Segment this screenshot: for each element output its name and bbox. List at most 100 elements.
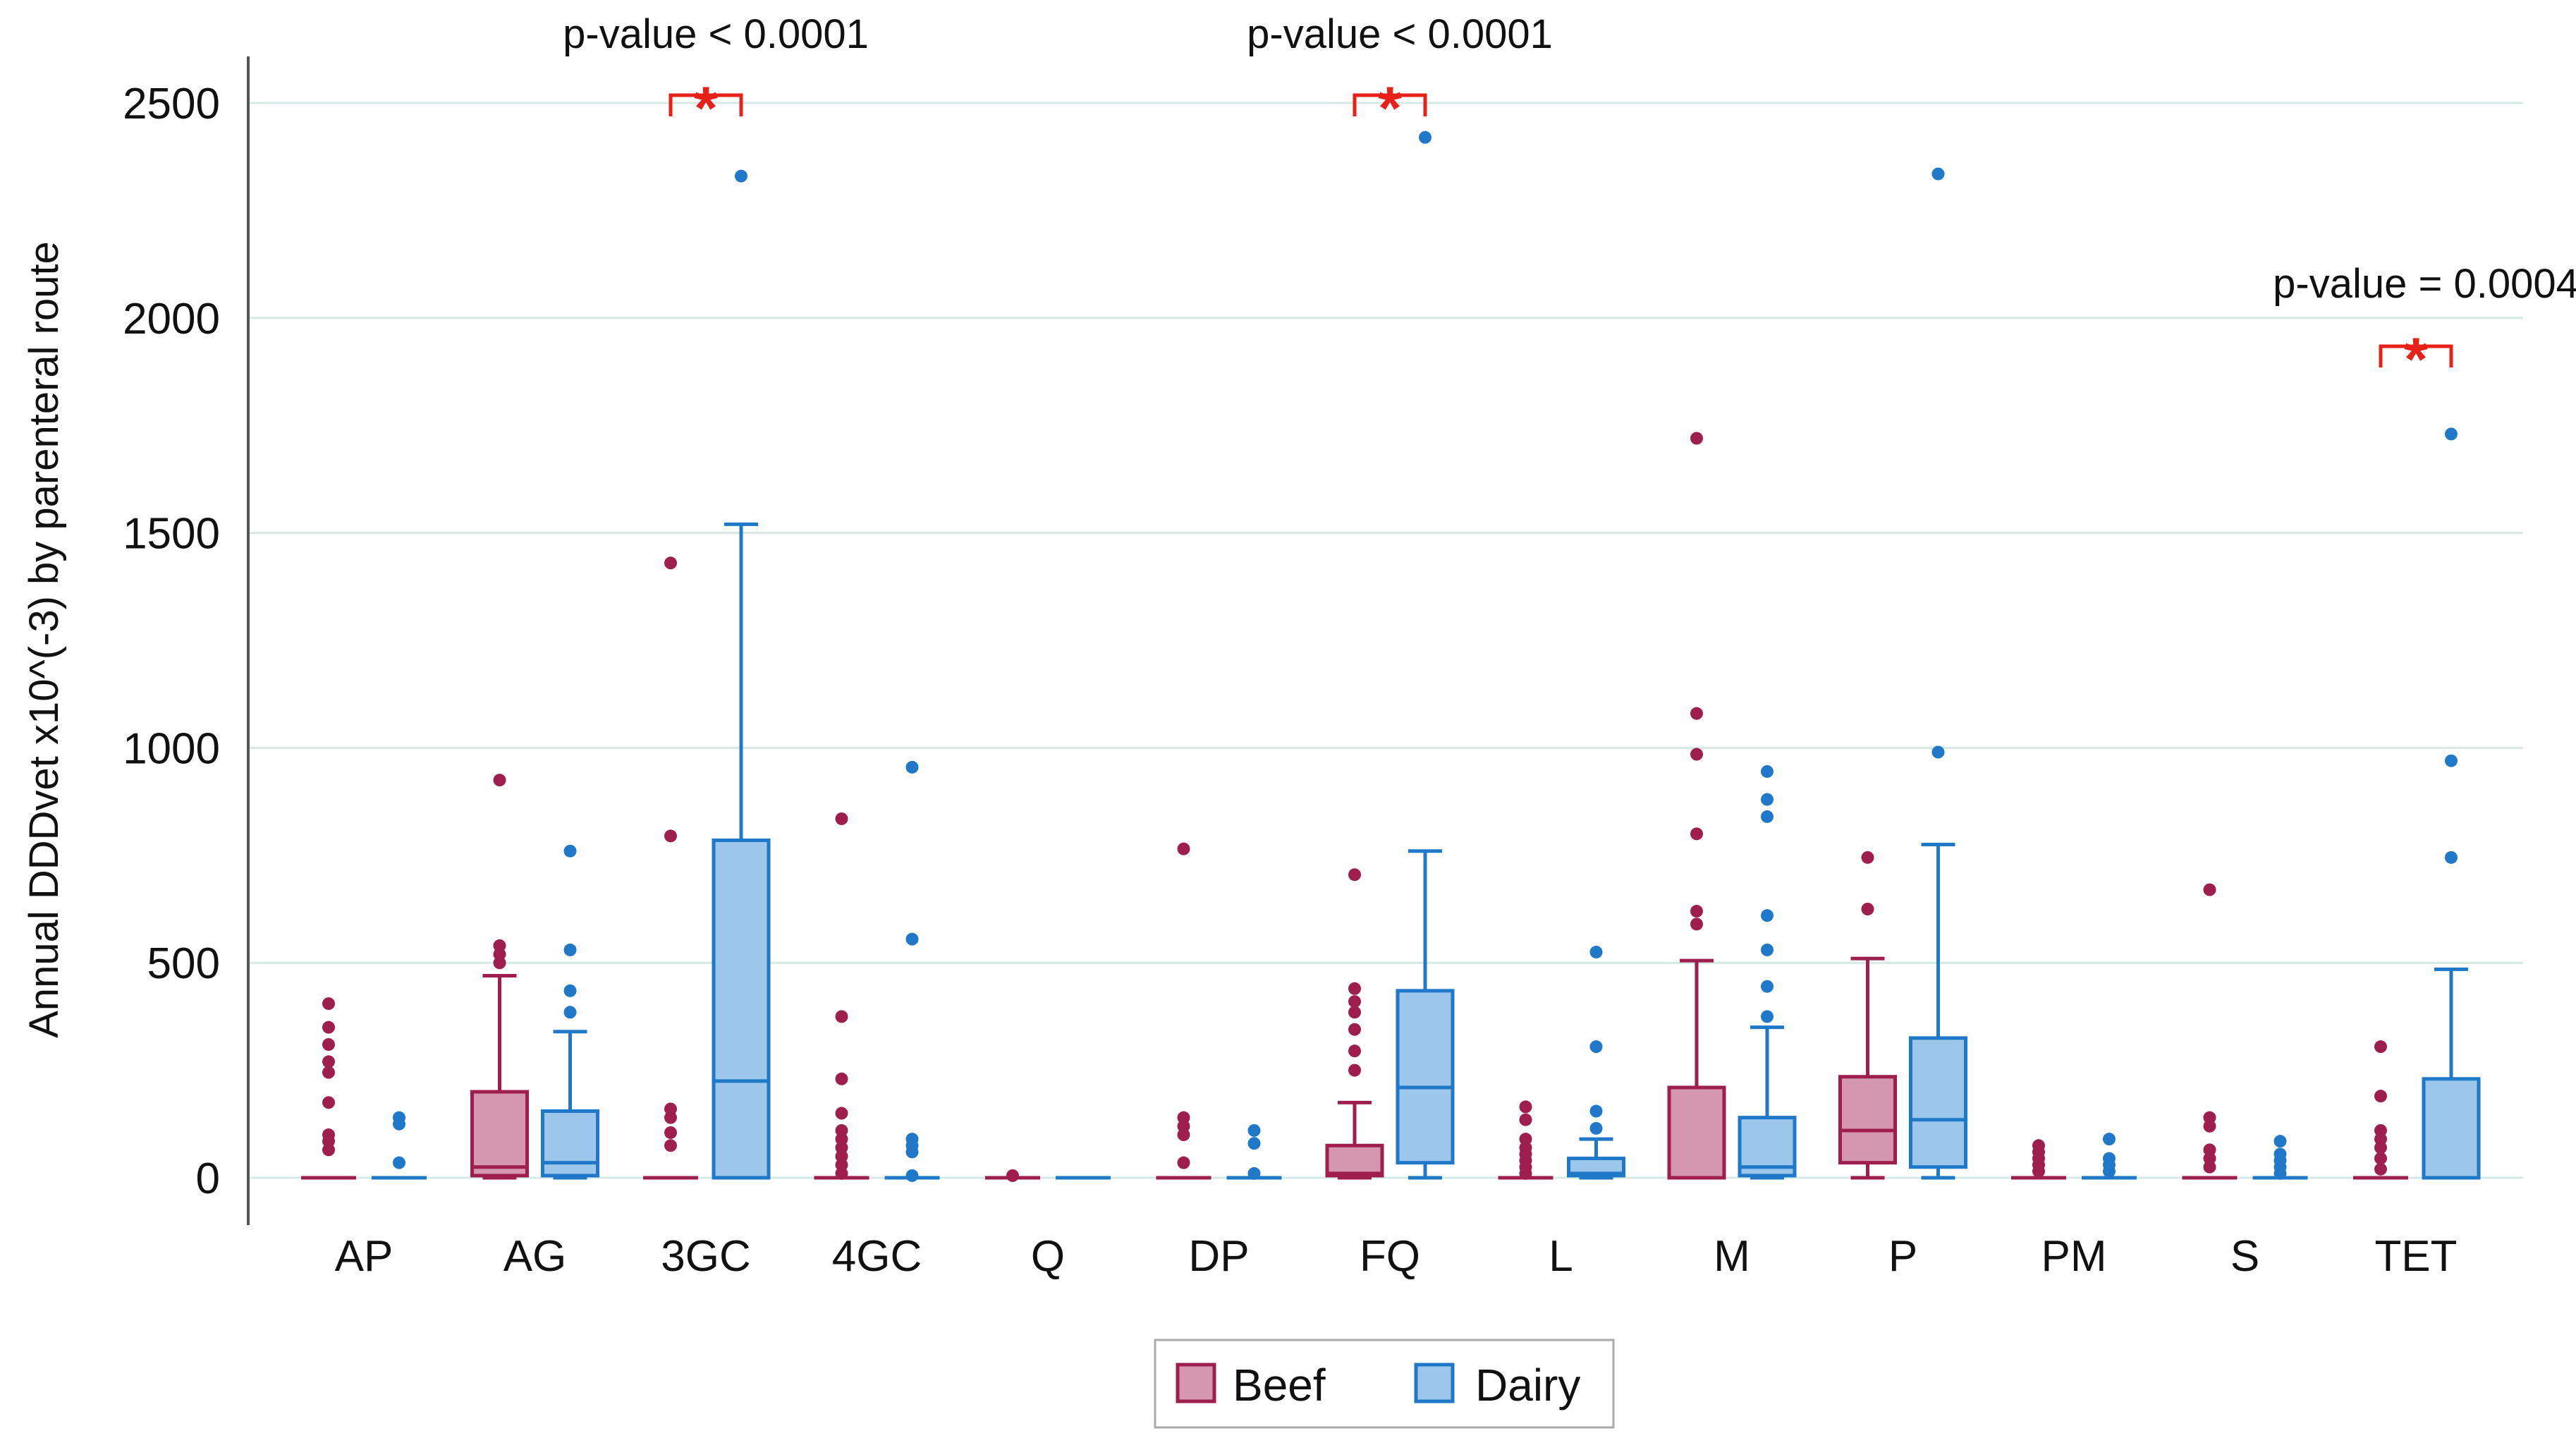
outlier-point [2203, 883, 2216, 896]
outlier-point [1348, 1006, 1361, 1019]
box-dairy-3gc [712, 169, 771, 1180]
outlier-point [905, 1169, 919, 1182]
outlier-point [2445, 754, 2458, 767]
outlier-point [493, 939, 506, 952]
outlier-point [1690, 918, 1703, 931]
outlier-point [1931, 745, 1945, 759]
x-tick-label: PM [2041, 1232, 2107, 1281]
outlier-point [1690, 432, 1703, 445]
box-dairy-ap [372, 1111, 427, 1180]
x-tick-label: 4GC [832, 1232, 922, 1281]
outlier-point [905, 1133, 919, 1146]
outlier-point [905, 932, 919, 946]
outlier-point [2374, 1123, 2387, 1137]
box-dairy-fq [1396, 130, 1455, 1180]
outlier-point [835, 812, 848, 825]
legend-swatch-beef [1176, 1363, 1216, 1403]
box-beef-q [985, 1169, 1040, 1182]
legend: Beef Dairy [1154, 1339, 1615, 1429]
box-groups [301, 130, 2481, 1182]
box-beef-3gc [643, 556, 698, 1180]
box-beef-m [1667, 432, 1726, 1180]
outlier-point [2445, 427, 2458, 441]
outlier-point [1247, 1123, 1261, 1137]
x-tick-label: FQ [1360, 1232, 1420, 1281]
outlier-point [1861, 903, 1874, 915]
box-dairy-s [2252, 1135, 2308, 1180]
significance-annotations: * p-value < 0.0001 * p-value < 0.0001 * p-val… [563, 11, 2576, 394]
outlier-point [322, 1021, 335, 1034]
outlier-point [2374, 1090, 2387, 1103]
outlier-point [2203, 1143, 2216, 1157]
outlier-point [1690, 905, 1703, 918]
outlier-point [835, 1072, 848, 1085]
outlier-point [2273, 1147, 2287, 1161]
box-iqr [1325, 1143, 1384, 1178]
significance-star: * [694, 75, 718, 142]
x-tick-label: AP [335, 1232, 393, 1281]
box-beef-tet [2353, 1040, 2408, 1180]
significance-star: * [2404, 326, 2428, 394]
outlier-point [1690, 707, 1703, 720]
legend-label-beef: Beef [1233, 1360, 1326, 1411]
x-tick-label: S [2230, 1232, 2259, 1281]
outlier-point [1006, 1169, 1019, 1182]
outlier-point [2203, 1111, 2216, 1124]
p-value-label: p-value < 0.0001 [563, 11, 869, 57]
outlier-point [563, 1006, 577, 1019]
box-iqr [2422, 1077, 2481, 1180]
x-tick-label: Q [1031, 1232, 1065, 1281]
legend-frame [1154, 1339, 1615, 1429]
significance-bracket [669, 93, 743, 116]
x-tick-labels: AP AG 3GC 4GC Q DP FQ L M P PM S TET [335, 1232, 2458, 1281]
x-tick-label: 3GC [661, 1232, 750, 1281]
outlier-point [905, 760, 919, 774]
outlier-point [322, 1128, 335, 1142]
outlier-point [1589, 945, 1603, 958]
outlier-point [1761, 793, 1774, 806]
box-iqr [1909, 1036, 1967, 1169]
x-tick-label: P [1888, 1232, 1917, 1281]
outlier-point [393, 1156, 405, 1169]
outlier-point [322, 1066, 335, 1079]
outlier-point [1247, 1137, 1261, 1150]
significance-bracket [1353, 93, 1427, 116]
outlier-point [393, 1111, 405, 1124]
significance-bracket [2379, 344, 2453, 367]
outlier-point [1690, 748, 1703, 761]
box-dairy-pm [2082, 1133, 2137, 1180]
box-dairy-dp [1226, 1123, 1282, 1180]
p-value-label: p-value = 0.0004 [2273, 261, 2576, 307]
box-dairy-m [1738, 764, 1797, 1180]
box-beef-pm [2011, 1139, 2066, 1180]
box-beef-ag [470, 774, 529, 1180]
box-dairy-tet [2422, 427, 2481, 1180]
outlier-point [664, 829, 677, 843]
box-beef-fq [1325, 868, 1384, 1180]
outlier-point [2273, 1135, 2287, 1148]
outlier-point [664, 1139, 677, 1152]
outlier-point [322, 1055, 335, 1068]
box-iqr [712, 838, 771, 1180]
outlier-point [664, 556, 677, 570]
outlier-point [1589, 1121, 1603, 1135]
outlier-point [1348, 995, 1361, 1009]
outlier-point [1177, 1111, 1190, 1124]
outlier-point [664, 1102, 677, 1116]
outlier-point [2032, 1139, 2045, 1152]
box-beef-l [1498, 1100, 1553, 1180]
outlier-point [1348, 1023, 1361, 1036]
outlier-point [1519, 1113, 1532, 1126]
outlier-point [2374, 1162, 2387, 1176]
outlier-point [563, 943, 577, 956]
outlier-point [1761, 943, 1774, 956]
x-tick-label: L [1549, 1232, 1573, 1281]
x-tick-label: TET [2374, 1232, 2457, 1281]
outlier-point [2445, 851, 2458, 864]
outlier-point [1589, 1040, 1603, 1054]
outlier-point [1861, 851, 1874, 864]
y-tick-label: 2000 [123, 295, 220, 343]
x-tick-label: M [1714, 1232, 1750, 1281]
outlier-point [322, 997, 335, 1011]
outlier-point [1761, 909, 1774, 922]
